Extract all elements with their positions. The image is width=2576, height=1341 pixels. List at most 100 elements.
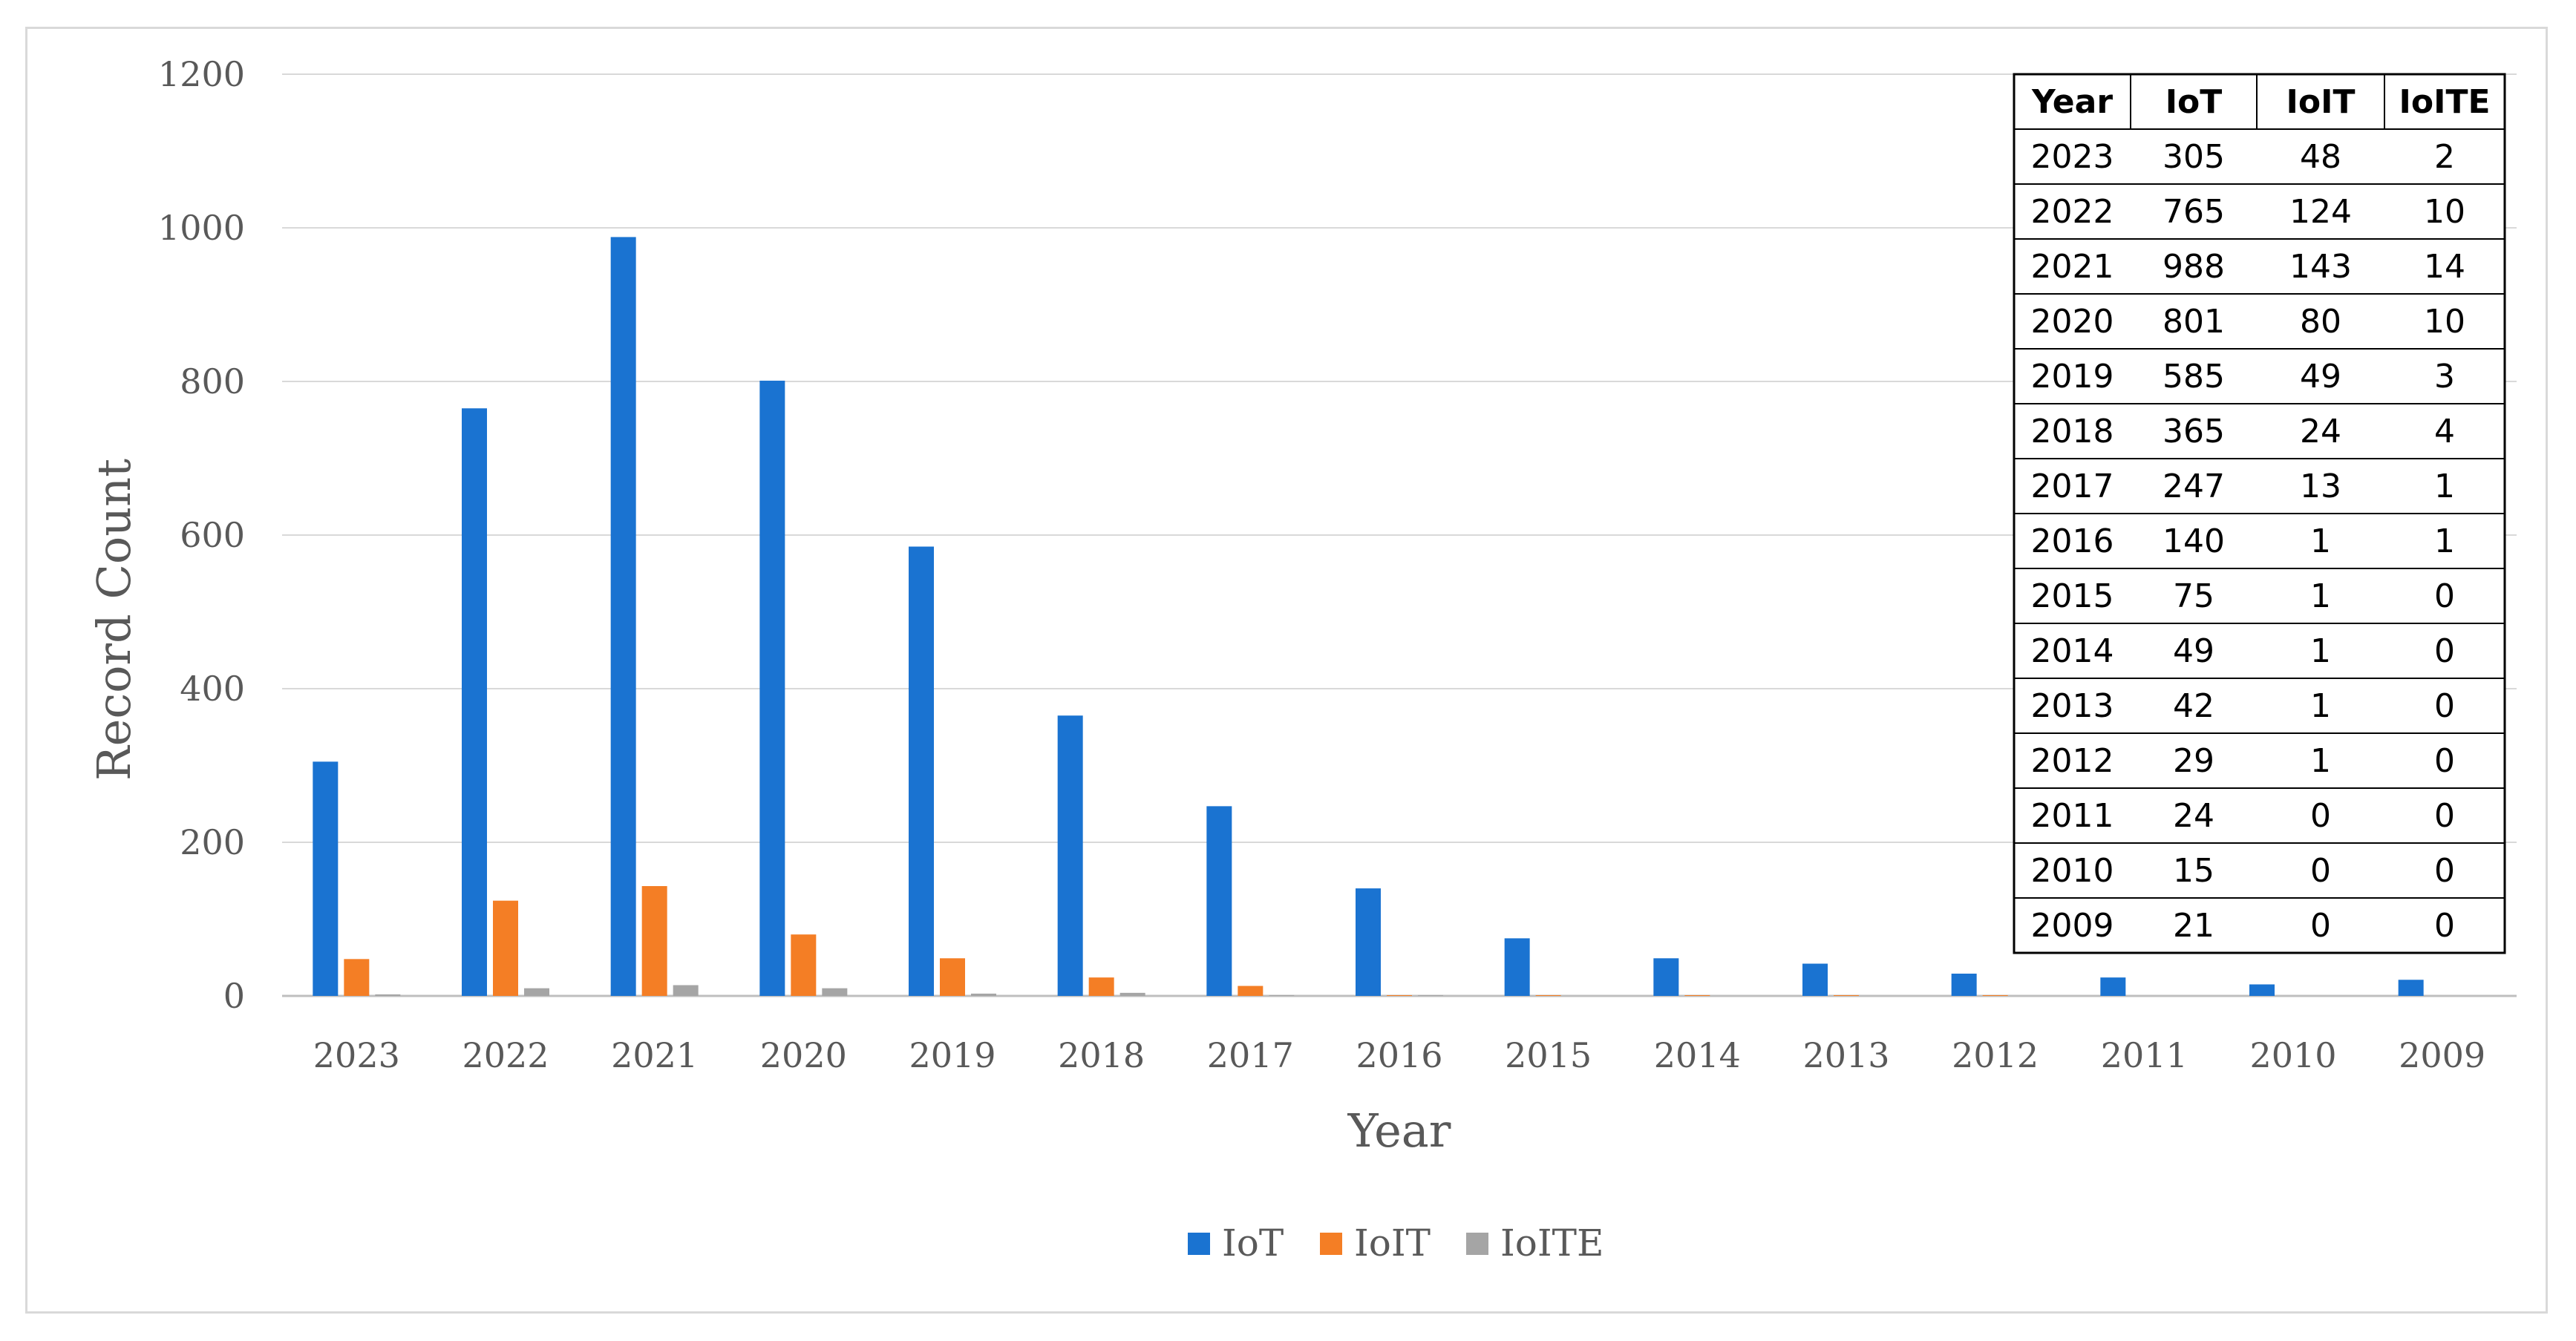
bar-ioit-2013 [1834,994,1859,996]
table-cell: 0 [2434,852,2455,890]
table-cell: 2010 [2031,852,2114,890]
bars [313,237,2424,996]
table-cell: 2009 [2031,907,2114,945]
table-cell: 1 [2310,632,2331,670]
table-cell: 0 [2434,577,2455,615]
table-cell: 988 [2163,248,2225,286]
table-cell: 15 [2173,852,2214,890]
bar-ioite-2020 [822,988,848,996]
table-cell: 2022 [2031,193,2114,231]
table-cell: 801 [2163,303,2225,341]
table-header-cell: IoITE [2399,83,2490,121]
table-cell: 2016 [2031,522,2114,560]
table-cell: 0 [2310,852,2331,890]
x-tick-label: 2014 [1654,1035,1741,1075]
table-cell: 1 [2310,687,2331,725]
table-header-cell: IoIT [2286,83,2356,121]
table-cell: 0 [2434,907,2455,945]
bar-ioit-2014 [1684,994,1710,996]
bar-ioit-2012 [1982,994,2008,996]
x-tick-label: 2021 [611,1035,698,1075]
y-tick-label: 0 [223,976,245,1016]
table-cell: 24 [2300,413,2341,450]
table-cell: 2011 [2031,797,2114,835]
x-tick-label: 2013 [1802,1035,1889,1075]
table-header-cell: IoT [2165,83,2223,121]
bar-ioit-2023 [344,959,370,996]
bar-iot-2017 [1206,806,1232,996]
bar-ioite-2016 [1418,994,1443,996]
y-tick-label: 600 [180,515,245,555]
table-cell: 2 [2434,138,2455,176]
bar-ioit-2019 [940,958,965,996]
table-cell: 2019 [2031,358,2114,396]
table-cell: 75 [2173,577,2214,615]
table-cell: 2012 [2031,742,2114,780]
table-cell: 140 [2163,522,2225,560]
x-tick-label: 2012 [1952,1035,2039,1075]
table-cell: 4 [2434,413,2455,450]
x-tick-label: 2016 [1356,1035,1442,1075]
bar-iot-2023 [313,761,339,996]
table-cell: 0 [2310,797,2331,835]
x-tick-label: 2015 [1505,1035,1592,1075]
bar-ioite-2023 [375,994,401,996]
legend-swatch-ioite [1466,1233,1488,1255]
bar-iot-2018 [1057,715,1083,996]
x-tick-label: 2010 [2249,1035,2336,1075]
table-cell: 1 [2310,577,2331,615]
table-cell: 2018 [2031,413,2114,450]
x-tick-label: 2017 [1207,1035,1294,1075]
y-axis-ticks: 0 200 400 600 800 1000 1200 [158,54,245,1016]
table-cell: 10 [2424,303,2465,341]
table-cell: 21 [2173,907,2214,945]
bar-iot-2022 [462,408,487,996]
bar-ioite-2022 [524,988,549,996]
x-axis-title: Year [1347,1104,1451,1158]
x-axis-ticks: 2023 2022 2021 2020 2019 2018 2017 2016 2015 2014… [313,1035,2485,1075]
bar-ioit-2018 [1088,977,1114,996]
table-cell: 365 [2163,413,2225,450]
table-cell: 48 [2300,138,2341,176]
table-cell: 0 [2434,742,2455,780]
table-cell: 2015 [2031,577,2114,615]
table-cell: 2013 [2031,687,2114,725]
legend-label-ioite: IoITE [1500,1222,1604,1265]
table-cell: 124 [2289,193,2352,231]
bar-iot-2011 [2100,977,2126,996]
table-cell: 1 [2434,468,2455,505]
bar-ioite-2018 [1119,992,1145,996]
table-cell: 2017 [2031,468,2114,505]
bar-ioite-2021 [673,985,699,996]
bar-iot-2012 [1951,973,1977,996]
bar-ioit-2015 [1535,994,1561,996]
table-cell: 49 [2300,358,2341,396]
x-tick-label: 2011 [2101,1035,2188,1075]
table-cell: 2021 [2031,248,2114,286]
x-tick-label: 2020 [760,1035,847,1075]
table-cell: 80 [2300,303,2341,341]
table-cell: 2014 [2031,632,2114,670]
table-cell: 24 [2173,797,2214,835]
legend-label-iot: IoT [1222,1222,1284,1265]
x-tick-label: 2022 [462,1035,549,1075]
legend-swatch-ioit [1320,1233,1342,1255]
bar-iot-2015 [1504,938,1530,996]
bar-iot-2014 [1653,958,1679,996]
bar-ioite-2019 [971,993,996,996]
table-header-cell: Year [2031,83,2113,121]
bar-iot-2009 [2398,980,2424,996]
table-cell: 14 [2424,248,2465,286]
table-cell: 29 [2173,742,2214,780]
legend: IoT IoIT IoITE [1188,1222,1604,1265]
legend-label-ioit: IoIT [1354,1222,1431,1265]
table-cell: 0 [2434,687,2455,725]
table-cell: 2023 [2031,138,2114,176]
bar-iot-2019 [909,546,934,996]
table-cell: 0 [2434,632,2455,670]
bar-iot-2013 [1802,963,1828,996]
y-tick-label: 1200 [158,54,245,94]
y-axis-title: Record Count [87,459,141,781]
